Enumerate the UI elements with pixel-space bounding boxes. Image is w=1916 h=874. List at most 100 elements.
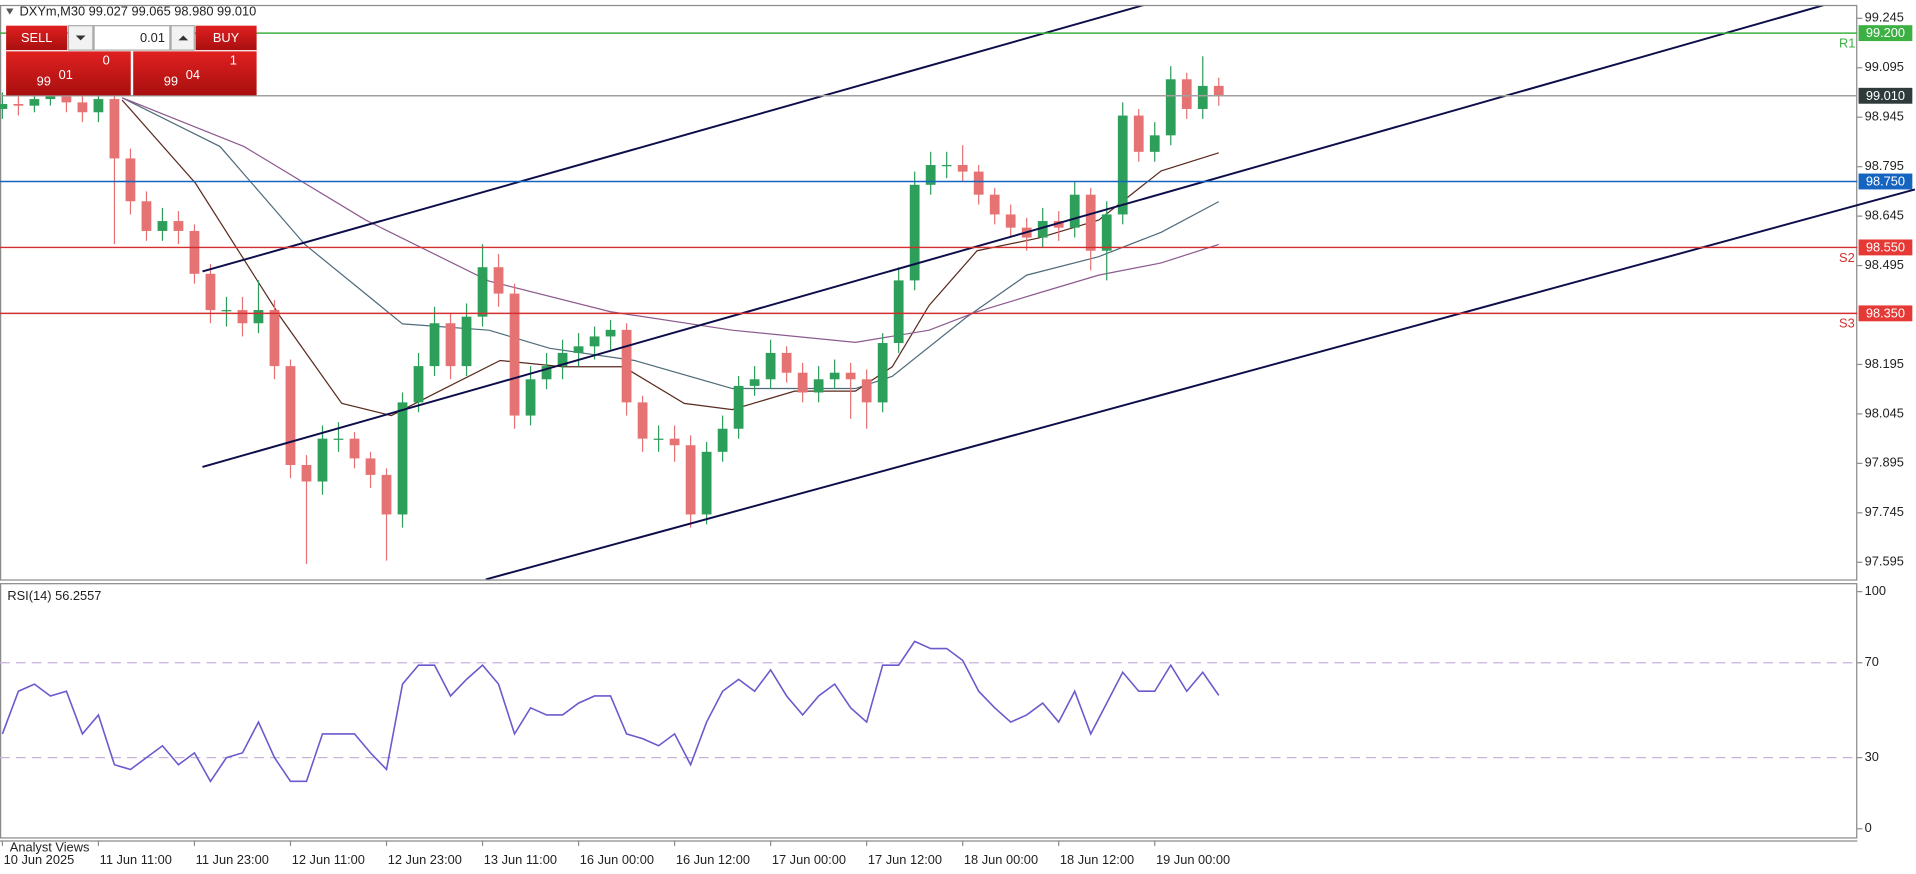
candle-body (669, 438, 680, 446)
y-tick-label: 98.045 (1865, 405, 1904, 420)
y-tick-label: 98.195 (1865, 356, 1904, 371)
trendline (485, 188, 1916, 580)
ask-small: 99 (164, 73, 178, 88)
candle-body (269, 310, 280, 367)
y-tick-label: 70 (1865, 654, 1879, 669)
sell-button[interactable] (6, 25, 68, 51)
y-tick-label: 98.945 (1865, 109, 1904, 124)
x-tick-label: 10 Jun 2025 (4, 852, 75, 867)
sell-label[interactable]: SELL (21, 30, 52, 45)
x-tick-label: 12 Jun 11:00 (292, 852, 365, 867)
down-arrow (75, 35, 86, 41)
collapse-icon (6, 8, 14, 15)
candle-body (1149, 135, 1160, 152)
candle-body (765, 352, 776, 380)
level-name: S3 (1839, 316, 1855, 331)
candle-body (717, 428, 728, 452)
candle-body (0, 104, 8, 109)
plot-layer: 99.200R199.01098.75098.550S298.350S399.2… (0, 6, 1916, 867)
x-tick-label: 18 Jun 12:00 (1060, 852, 1134, 867)
level-label: 98.350 (1866, 305, 1905, 320)
candle-body (301, 465, 312, 482)
candle-body (877, 343, 888, 403)
ask-box[interactable] (133, 51, 257, 96)
candle-body (125, 158, 136, 202)
candle-body (685, 445, 696, 515)
bid-big: 01 (59, 67, 73, 82)
candle-body (1085, 194, 1096, 251)
level-tag (1858, 173, 1913, 190)
rsi-title: RSI(14) 56.2557 (7, 588, 101, 603)
buy-label[interactable]: BUY (213, 30, 240, 45)
y-tick-label: 97.895 (1865, 455, 1904, 470)
candle-body (221, 310, 232, 312)
candle-body (429, 323, 440, 367)
candle-body (1133, 115, 1144, 152)
moving-average (121, 99, 1219, 417)
candle-body (1005, 214, 1016, 228)
candle-body (1181, 79, 1192, 109)
y-tick-label: 99.095 (1865, 59, 1904, 74)
x-tick-label: 18 Jun 00:00 (964, 852, 1038, 867)
candle-body (349, 438, 360, 459)
candle-body (77, 102, 88, 113)
y-tick-label: 98.495 (1865, 257, 1904, 272)
candle-body (701, 451, 712, 515)
candle-body (525, 379, 536, 416)
main-levels: 99.200 R1 99.010 98.750 98.550 S2 98.350 S3 (0, 25, 1913, 331)
level-label: 98.750 (1866, 173, 1905, 188)
candle-body (845, 372, 856, 380)
candle-body (285, 366, 296, 466)
x-tick-label: 11 Jun 11:00 (100, 852, 172, 867)
x-tick-label: 16 Jun 00:00 (580, 852, 654, 867)
bid-sup: 0 (103, 53, 110, 68)
footer: Analyst Views (10, 840, 90, 855)
candle-body (253, 310, 264, 324)
rsi-plot (0, 640, 1858, 783)
candle-body (333, 438, 344, 440)
main-plot (0, 6, 1916, 580)
candle-body (189, 230, 200, 274)
candle-body (829, 372, 840, 380)
level-label: 99.010 (1866, 88, 1905, 103)
candle-body (909, 184, 920, 281)
buy-button[interactable] (195, 25, 257, 51)
level-label: 99.200 (1866, 25, 1905, 40)
lot-value: 0.01 (140, 30, 165, 45)
candle-body (605, 329, 616, 337)
candle-body (29, 99, 40, 106)
candle-body (1101, 214, 1112, 251)
candle-body (477, 267, 488, 317)
candle-body (541, 366, 552, 380)
up-arrow (178, 35, 189, 41)
candle-body (589, 336, 600, 347)
level-tag (1858, 25, 1913, 42)
x-tick-label: 11 Jun 23:00 (196, 852, 269, 867)
x-tick-label: 17 Jun 00:00 (772, 852, 846, 867)
rsi-panel (0, 583, 1858, 839)
candle-body (989, 194, 1000, 215)
candle-body (157, 221, 168, 231)
moving-average (121, 97, 1220, 390)
candle-body (445, 323, 456, 367)
candle-body (1069, 194, 1080, 228)
candle-body (573, 346, 584, 353)
candle-body (1213, 85, 1224, 96)
trendline (202, 6, 1825, 468)
level-tag (1858, 239, 1913, 256)
candle-body (381, 474, 392, 515)
candle-body (797, 372, 808, 393)
y-tick-label: 97.745 (1865, 504, 1904, 519)
candle-body (621, 329, 632, 403)
candle-body (733, 385, 744, 429)
x-tick-label: 16 Jun 12:00 (676, 852, 750, 867)
ask-sup: 1 (230, 53, 237, 68)
candle-body (413, 366, 424, 403)
y-tick-label: 99.245 (1865, 10, 1904, 25)
candle-body (957, 165, 968, 172)
bid-box[interactable] (6, 51, 131, 96)
lot-input[interactable] (93, 25, 171, 51)
candle-body (13, 104, 24, 106)
candle-body (509, 293, 520, 416)
